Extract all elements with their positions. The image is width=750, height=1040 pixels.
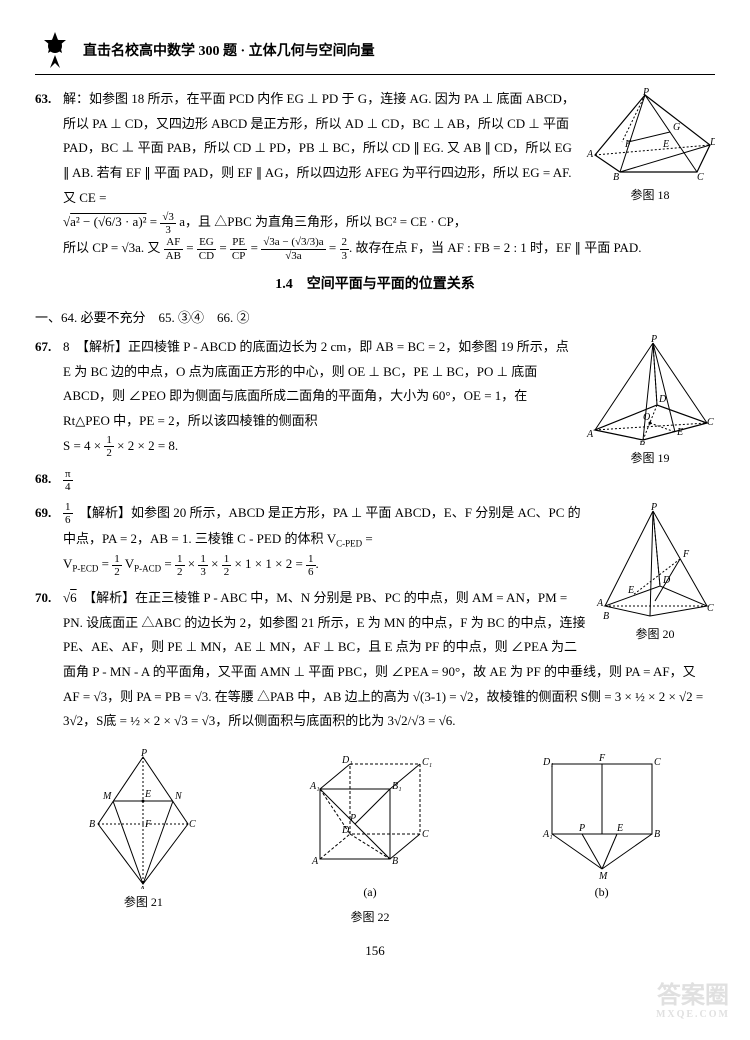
- svg-text:P: P: [140, 749, 147, 759]
- svg-text:A: A: [138, 885, 146, 889]
- problem-69-text: 【解析】如参图 20 所示，ABCD 是正方形，PA ⊥ 平面 ABCD，E、F…: [63, 505, 581, 546]
- problem-68-ans: π4: [63, 471, 73, 486]
- svg-text:C₁: C₁: [422, 757, 432, 768]
- svg-text:G: G: [673, 122, 680, 133]
- svg-text:P: P: [650, 502, 657, 513]
- problem-68-num: 68.: [35, 467, 51, 492]
- svg-text:B: B: [392, 856, 398, 867]
- svg-text:E: E: [616, 823, 623, 834]
- svg-text:D: D: [662, 575, 671, 586]
- problem-69: P A B C D E F 参图 20 69. 16 【解析】如参图 20 所示…: [35, 501, 715, 578]
- svg-text:C: C: [422, 829, 429, 840]
- figure-22b: D₁ F C A₁ P E B M (b): [537, 749, 667, 929]
- figure-22a: A₁ B₁ C₁ D₁ A B C D P (a) 参图 22: [300, 749, 440, 929]
- figure-22a-caption: (a): [300, 881, 440, 904]
- figure-21: P M N E B C F A 参图 21: [83, 749, 203, 929]
- problem-63-num: 63.: [35, 87, 51, 112]
- page-header: 直击名校高中数学 300 题 · 立体几何与空间向量: [35, 30, 715, 75]
- svg-text:B₁: B₁: [392, 781, 402, 792]
- svg-text:D: D: [658, 394, 667, 405]
- svg-text:P: P: [642, 87, 649, 98]
- svg-text:C: C: [707, 417, 714, 428]
- problem-69-formula: VP-ECD = 12 VP-ACD = 12 × 13 × 12 × 1 × …: [63, 556, 319, 571]
- svg-text:E: E: [676, 427, 683, 438]
- figure-18: P A B C D G E F 参图 18: [585, 87, 715, 207]
- problem-69-num: 69.: [35, 501, 51, 526]
- svg-text:P: P: [650, 335, 657, 345]
- watermark-main: 答案圈: [657, 983, 729, 1009]
- svg-text:F: F: [682, 549, 690, 560]
- problem-67-text: 【解析】正四棱锥 P - ABCD 的底面边长为 2 cm，即 AB = BC …: [63, 339, 569, 428]
- svg-text:F: F: [598, 753, 606, 764]
- problem-63-mid: ，且 △PBC 为直角三角形，所以 BC² = CE · CP，: [185, 214, 467, 229]
- answers-64-66: 一、64. 必要不充分 65. ③④ 66. ②: [35, 306, 715, 331]
- content-area: P A B C D G E F 参图 18 63. 解：如参图 18 所示，在平…: [35, 87, 715, 963]
- svg-text:P: P: [578, 823, 585, 834]
- logo-star-icon: [35, 30, 75, 70]
- svg-text:D: D: [709, 137, 715, 148]
- watermark-sub: MXQE.COM: [656, 1009, 730, 1020]
- problem-70-text: 【解析】在正三棱锥 P - ABC 中，M、N 分别是 PB、PC 的中点，则 …: [63, 590, 703, 728]
- svg-text:P: P: [349, 813, 356, 824]
- watermark: 答案圈 MXQE.COM: [656, 983, 730, 1020]
- svg-text:A₁: A₁: [542, 829, 553, 840]
- problem-63-formula1: √a² − (√6/3 · a)² = √33 a: [63, 214, 185, 229]
- problem-67-num: 67.: [35, 335, 51, 360]
- figure-21-caption: 参图 21: [83, 891, 203, 914]
- page-number: 156: [35, 939, 715, 964]
- svg-text:F: F: [144, 819, 152, 830]
- svg-text:D₁: D₁: [341, 755, 353, 766]
- svg-text:C: C: [189, 819, 196, 830]
- problem-63-text2: 所以 CP = √3a. 又: [63, 240, 160, 255]
- figure-18-caption: 参图 18: [585, 184, 715, 207]
- problem-68: 68. π4: [35, 467, 715, 493]
- problem-63-text: 解：如参图 18 所示，在平面 PCD 内作 EG ⊥ PD 于 G，连接 AG…: [63, 91, 575, 205]
- svg-text:A₁: A₁: [309, 781, 320, 792]
- figure-22-caption: 参图 22: [300, 906, 440, 929]
- svg-text:M: M: [102, 791, 112, 802]
- problem-63-formula2: AFAB = EGCD = PECP = √3a − (√3/3)a√3a = …: [164, 240, 349, 255]
- problem-70-ans: √6: [63, 590, 77, 605]
- svg-text:E: E: [662, 139, 669, 150]
- problem-67: P A B C D E O 参图 19 67. 8 【解析】正四棱锥 P - A…: [35, 335, 715, 459]
- figure-22b-caption: (b): [537, 881, 667, 904]
- svg-text:A: A: [311, 856, 319, 867]
- svg-text:N: N: [174, 791, 183, 802]
- svg-text:O: O: [643, 412, 650, 423]
- svg-text:B: B: [89, 819, 95, 830]
- svg-text:B: B: [639, 440, 645, 445]
- problem-70-num: 70.: [35, 586, 51, 611]
- problem-69-ans: 16: [63, 505, 73, 520]
- header-title: 直击名校高中数学 300 题 · 立体几何与空间向量: [83, 40, 375, 60]
- svg-text:D₁: D₁: [542, 757, 554, 768]
- problem-67-ans: 8: [63, 339, 70, 354]
- problem-63-tail: . 故存在点 F，当 AF : FB = 2 : 1 时，EF ∥ 平面 PAD…: [349, 240, 642, 255]
- svg-text:F: F: [624, 139, 632, 150]
- svg-text:E: E: [144, 789, 151, 800]
- bottom-figures-row: P M N E B C F A 参图 21: [35, 749, 715, 929]
- svg-text:C: C: [697, 172, 704, 182]
- svg-text:D: D: [341, 825, 350, 836]
- svg-text:B: B: [613, 172, 619, 182]
- problem-63: P A B C D G E F 参图 18 63. 解：如参图 18 所示，在平…: [35, 87, 715, 262]
- svg-text:C: C: [654, 757, 661, 768]
- svg-text:M: M: [598, 871, 608, 879]
- problem-67-tail: S = 4 × 12 × 2 × 2 = 8.: [63, 438, 178, 453]
- section-title: 1.4 空间平面与平面的位置关系: [35, 272, 715, 299]
- problem-70: 70. √6 【解析】在正三棱锥 P - ABC 中，M、N 分别是 PB、PC…: [35, 586, 715, 734]
- figure-19: P A B C D E O 参图 19: [585, 335, 715, 470]
- svg-text:A: A: [586, 429, 594, 440]
- svg-text:A: A: [586, 149, 594, 160]
- svg-text:B: B: [654, 829, 660, 840]
